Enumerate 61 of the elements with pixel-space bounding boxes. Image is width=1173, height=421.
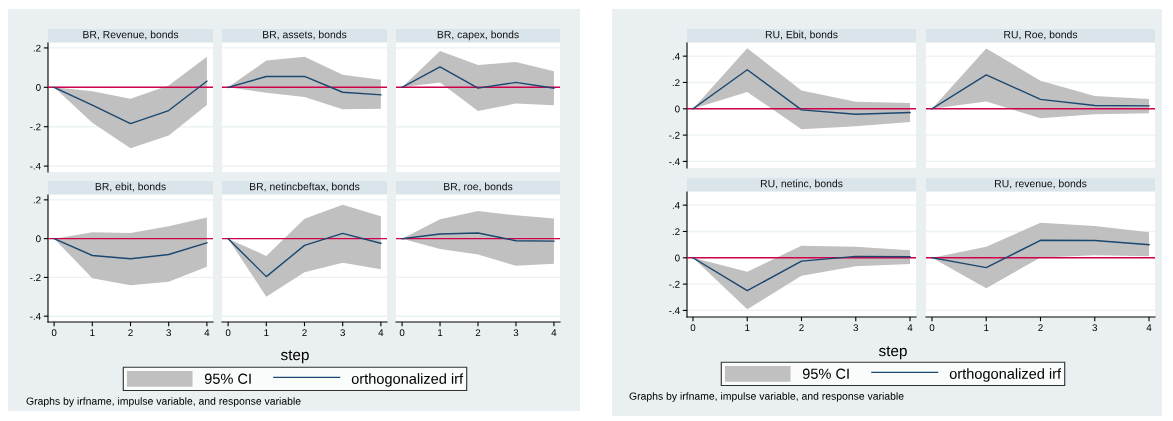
text: 95% CI xyxy=(204,373,251,384)
y-tick-label: -.4 xyxy=(30,313,41,320)
x-tick-label: 1 xyxy=(984,324,989,331)
y-tick-label: -.2 xyxy=(669,280,680,288)
y-tick-label: -.4 xyxy=(669,158,680,165)
text: Graphs by irfname, impulse variable, and response variable xyxy=(26,397,301,407)
chart-title: BR, Revenue, bonds xyxy=(83,30,179,40)
chart-title: BR, assets, bonds xyxy=(263,30,347,40)
y-tick-label: -.2 xyxy=(669,131,680,139)
text: 95% CI xyxy=(802,368,849,379)
y-tick-label: 0 xyxy=(675,105,680,113)
x-tick-label: 0 xyxy=(399,329,405,337)
legend-label: orthogonalized irf xyxy=(351,373,464,387)
x-tick-label: 3 xyxy=(340,329,345,337)
x-tick-label: 2 xyxy=(475,329,481,336)
x-tick-label: 3 xyxy=(166,329,171,337)
x-tick-label: 1 xyxy=(90,329,95,336)
y-tick-label: -.4 xyxy=(669,307,680,314)
y-tick-label: 0 xyxy=(36,84,41,91)
x-tick-label: 1 xyxy=(745,324,750,331)
x-tick-label: 0 xyxy=(51,329,57,337)
y-tick-label: .4 xyxy=(672,52,680,60)
y-tick-label: .2 xyxy=(672,228,680,235)
y-tick-label: -.2 xyxy=(30,274,41,281)
y-tick-label: 0 xyxy=(36,235,41,243)
x-tick-label: 4 xyxy=(907,324,913,331)
x-tick-label: 3 xyxy=(1092,324,1098,332)
x-tick-label: 3 xyxy=(513,329,519,337)
y-tick-label: -.2 xyxy=(30,123,41,131)
chart-title: RU, Ebit, bonds xyxy=(765,30,838,40)
x-tick-label: 2 xyxy=(799,324,804,331)
x-tick-label: 1 xyxy=(264,329,269,336)
legend-label: orthogonalized irf xyxy=(949,368,1062,382)
x-tick-label: 4 xyxy=(1146,324,1152,331)
x-tick-label: 0 xyxy=(929,324,935,332)
x-tick-label: 2 xyxy=(302,329,307,336)
y-tick-label: .2 xyxy=(33,44,41,52)
chart-title: BR, ebit, bonds xyxy=(95,182,166,192)
chart-title: BR, netincbeftax, bonds xyxy=(250,182,360,192)
y-tick-label: 0 xyxy=(675,254,680,262)
chart-title: BR, capex, bonds xyxy=(437,30,519,41)
x-tick-label: 2 xyxy=(128,329,133,336)
text: Graphs by irfname, impulse variable, and response variable xyxy=(629,392,904,402)
chart-title: RU, netinc, bonds xyxy=(760,179,843,189)
chart-title: RU, revenue, bonds xyxy=(995,179,1087,189)
chart-title: RU, Roe, bonds xyxy=(1004,30,1078,40)
x-tick-label: 0 xyxy=(690,324,696,332)
y-tick-label: .4 xyxy=(672,201,680,209)
x-tick-label: 4 xyxy=(204,329,210,336)
y-tick-label: .2 xyxy=(33,196,41,204)
y-tick-label: -.4 xyxy=(30,162,41,170)
x-axis-title: step xyxy=(878,346,907,360)
y-tick-label: .2 xyxy=(672,79,680,86)
x-tick-label: 2 xyxy=(1038,324,1043,331)
x-tick-label: 0 xyxy=(225,329,231,337)
x-axis-title: step xyxy=(280,350,309,364)
x-tick-label: 1 xyxy=(438,329,443,336)
x-tick-label: 3 xyxy=(853,324,859,332)
x-tick-label: 4 xyxy=(378,329,384,336)
x-tick-label: 4 xyxy=(551,329,557,336)
chart-title: BR, roe, bonds xyxy=(444,182,513,192)
